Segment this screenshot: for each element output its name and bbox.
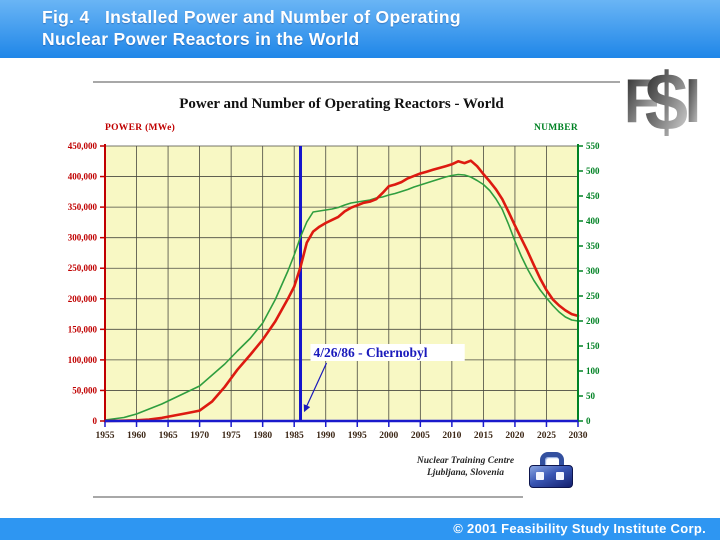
svg-text:F: F bbox=[624, 66, 660, 136]
ntc-logo-window bbox=[556, 472, 564, 480]
svg-text:2030: 2030 bbox=[569, 431, 588, 441]
svg-text:100,000: 100,000 bbox=[68, 355, 98, 365]
svg-text:1990: 1990 bbox=[316, 431, 335, 441]
svg-text:2025: 2025 bbox=[537, 431, 556, 441]
svg-text:I: I bbox=[685, 66, 701, 136]
svg-text:200,000: 200,000 bbox=[68, 294, 98, 304]
fsi-logo: F I $ bbox=[624, 56, 701, 142]
svg-text:1960: 1960 bbox=[127, 431, 146, 441]
chart-title: Power and Number of Operating Reactors -… bbox=[179, 96, 504, 112]
svg-text:200: 200 bbox=[586, 316, 600, 326]
svg-text:100: 100 bbox=[586, 366, 600, 376]
svg-text:500: 500 bbox=[586, 166, 600, 176]
chart-canvas: 0 50,000 100,000 150,000 200,000 250,000 300,0… bbox=[68, 141, 600, 441]
svg-text:50,000: 50,000 bbox=[72, 385, 97, 395]
svg-text:1970: 1970 bbox=[190, 431, 209, 441]
svg-text:550: 550 bbox=[586, 141, 600, 151]
slide-title-line1: Fig. 4 Installed Power and Number of Ope… bbox=[42, 7, 461, 27]
ntc-logo-arch bbox=[540, 452, 564, 474]
svg-text:2005: 2005 bbox=[411, 431, 430, 441]
svg-text:300,000: 300,000 bbox=[68, 233, 98, 243]
ntc-logo-window bbox=[536, 472, 544, 480]
svg-text:1975: 1975 bbox=[222, 431, 241, 441]
svg-text:1955: 1955 bbox=[96, 431, 115, 441]
right-axis-title: NUMBER bbox=[533, 123, 578, 133]
svg-text:150,000: 150,000 bbox=[68, 324, 98, 334]
separator-line-bottom bbox=[93, 496, 523, 498]
ntc-logo-base bbox=[529, 465, 573, 488]
svg-text:$: $ bbox=[645, 56, 688, 142]
slide-header: Fig. 4 Installed Power and Number of Ope… bbox=[0, 0, 720, 58]
slide-footer: © 2001 Feasibility Study Institute Corp. bbox=[0, 518, 720, 540]
svg-text:2010: 2010 bbox=[442, 431, 461, 441]
svg-text:1995: 1995 bbox=[348, 431, 367, 441]
svg-text:250: 250 bbox=[586, 291, 600, 301]
svg-text:350,000: 350,000 bbox=[68, 202, 98, 212]
svg-text:1980: 1980 bbox=[253, 431, 272, 441]
copyright-text: © 2001 Feasibility Study Institute Corp. bbox=[453, 521, 706, 536]
svg-text:450: 450 bbox=[586, 191, 600, 201]
svg-text:1965: 1965 bbox=[159, 431, 178, 441]
svg-text:2015: 2015 bbox=[474, 431, 493, 441]
svg-text:150: 150 bbox=[586, 341, 600, 351]
svg-text:4/26/86 - Chernobyl: 4/26/86 - Chernobyl bbox=[314, 345, 428, 360]
slide-title-line2: Nuclear Power Reactors in the World bbox=[42, 28, 360, 49]
svg-text:350: 350 bbox=[586, 241, 600, 251]
svg-text:400: 400 bbox=[586, 216, 600, 226]
svg-text:450,000: 450,000 bbox=[68, 141, 98, 151]
svg-text:2020: 2020 bbox=[505, 431, 524, 441]
ntc-logo bbox=[529, 451, 573, 491]
svg-text:0: 0 bbox=[93, 416, 98, 426]
svg-text:0: 0 bbox=[586, 416, 591, 426]
credit-line1: Nuclear Training Centre bbox=[416, 456, 515, 466]
credit-line2: Ljubljana, Slovenia bbox=[426, 468, 505, 478]
separator-line-top bbox=[93, 81, 620, 83]
svg-text:300: 300 bbox=[586, 266, 600, 276]
svg-text:400,000: 400,000 bbox=[68, 172, 98, 182]
svg-text:250,000: 250,000 bbox=[68, 263, 98, 273]
left-axis-title: POWER (MWe) bbox=[105, 123, 176, 133]
credit-text: Nuclear Training Centre Ljubljana, Slove… bbox=[408, 455, 523, 479]
svg-text:1985: 1985 bbox=[285, 431, 304, 441]
svg-text:50: 50 bbox=[586, 391, 596, 401]
svg-text:2000: 2000 bbox=[379, 431, 398, 441]
